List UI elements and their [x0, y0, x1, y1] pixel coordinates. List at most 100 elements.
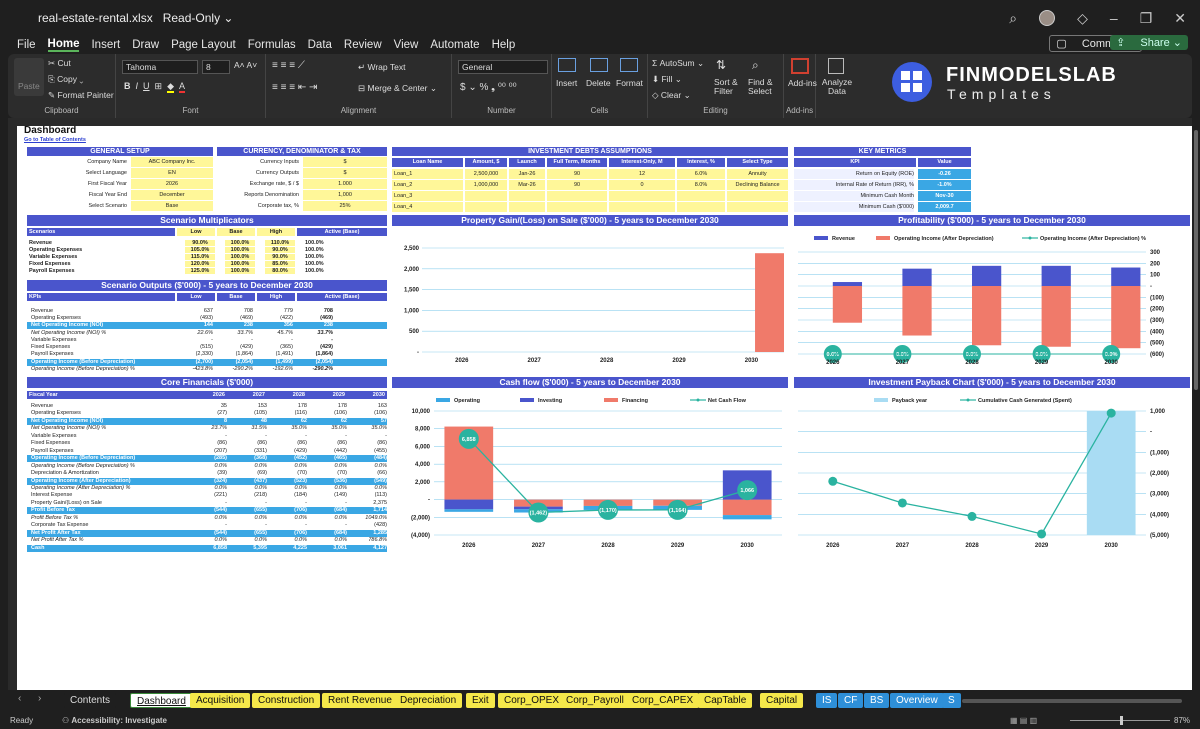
tab-corp-payroll[interactable]: Corp_Payroll	[560, 693, 630, 708]
zoom-thumb[interactable]	[1120, 716, 1123, 725]
menu-page-layout[interactable]: Page Layout	[171, 39, 236, 51]
debts-cell[interactable]: 90	[547, 169, 607, 179]
debts-cell[interactable]	[677, 191, 725, 201]
menu-review[interactable]: Review	[343, 39, 382, 51]
tab-corp-capex[interactable]: Corp_CAPEX	[626, 693, 700, 708]
debts-cell[interactable]	[509, 202, 545, 212]
tab-s[interactable]: S	[942, 693, 961, 708]
debts-cell[interactable]	[509, 191, 545, 201]
menu-insert[interactable]: Insert	[91, 39, 121, 51]
tab-exit[interactable]: Exit	[466, 693, 495, 708]
debts-cell[interactable]	[609, 202, 675, 212]
setup-value[interactable]: EN	[131, 168, 213, 178]
debts-cell[interactable]	[727, 191, 788, 201]
tab-overview[interactable]: Overview	[890, 693, 944, 708]
debts-cell[interactable]: Declining Balance	[727, 180, 788, 190]
paste-button[interactable]: Paste	[18, 81, 40, 91]
currency-value[interactable]: $	[303, 168, 387, 178]
tab-prev-icon[interactable]: ‹	[18, 693, 22, 704]
addins-icon[interactable]	[791, 58, 809, 74]
analyze-data-button[interactable]: Analyze Data	[821, 77, 853, 96]
insert-button[interactable]: Insert	[556, 78, 578, 88]
align-icons[interactable]: ≡ ≡ ≡ ⟋	[272, 60, 305, 71]
toc-link[interactable]: Go to Table of Contents	[24, 137, 86, 143]
number-format-icons[interactable]: $ ⌄ % ❟ ⁰⁰ ⁰⁰	[460, 82, 517, 93]
menu-view[interactable]: View	[393, 39, 419, 51]
menu-file[interactable]: File	[17, 39, 36, 51]
avatar[interactable]	[1039, 10, 1056, 26]
setup-value[interactable]: December	[131, 190, 213, 200]
debts-cell[interactable]	[677, 202, 725, 212]
clear-button[interactable]: ◇ Clear ⌄	[652, 90, 691, 100]
tab-contents[interactable]: Contents	[64, 693, 117, 708]
tab-next-icon[interactable]: ›	[38, 693, 42, 704]
analyze-icon[interactable]	[828, 58, 844, 74]
debts-cell[interactable]	[547, 191, 607, 201]
currency-value[interactable]: 1.000	[303, 179, 387, 189]
merge-center-button[interactable]: ⊟ Merge & Center ⌄	[358, 83, 437, 93]
tab-rent-revenue[interactable]: Rent Revenue	[322, 693, 398, 708]
format-icon[interactable]	[620, 58, 638, 72]
debts-cell[interactable]: 90	[547, 180, 607, 190]
insert-icon[interactable]	[558, 58, 576, 72]
tab-corp-opex[interactable]: Corp_OPEX	[498, 693, 566, 708]
tab-acquisition[interactable]: Acquisition	[190, 693, 251, 708]
setup-value[interactable]: Base	[131, 201, 213, 211]
find-select-button[interactable]: Find & Select	[748, 77, 773, 96]
delete-button[interactable]: Delete	[586, 78, 611, 88]
debts-cell[interactable]	[609, 191, 675, 201]
cut-button[interactable]: ✂ Cut	[48, 58, 71, 68]
debts-cell[interactable]: 0	[609, 180, 675, 190]
copy-button[interactable]: ⎘ Copy ⌄	[48, 74, 84, 84]
sort-icon[interactable]: ⇅	[716, 58, 727, 72]
font-grow-icon[interactable]: A˄ A˅	[234, 60, 258, 70]
read-only-label[interactable]: Read-Only ⌄	[162, 11, 234, 25]
worksheet[interactable]: Dashboard Go to Table of Contents GENERA…	[17, 126, 1192, 690]
tab-cf[interactable]: CF	[838, 693, 864, 708]
setup-value[interactable]: ABC Company Inc.	[131, 157, 213, 167]
tab-is[interactable]: IS	[816, 693, 838, 708]
currency-value[interactable]: $	[303, 157, 387, 167]
debts-cell[interactable]	[465, 202, 507, 212]
debts-cell[interactable]: 12	[609, 169, 675, 179]
horizontal-scrollbar[interactable]	[962, 699, 1182, 703]
autosum-button[interactable]: Σ AutoSum ⌄	[652, 58, 705, 68]
format-button[interactable]: Format	[616, 78, 643, 88]
debts-cell[interactable]: 1,000,000	[465, 180, 507, 190]
delete-icon[interactable]	[590, 58, 608, 72]
tab-bs[interactable]: BS	[864, 693, 890, 708]
accessibility-status[interactable]: ⚇ Accessibility: Investigate	[62, 716, 167, 725]
share-button[interactable]: ⇪ Share ⌄	[1110, 35, 1188, 50]
menu-data[interactable]: Data	[307, 39, 332, 51]
debts-cell[interactable]	[547, 202, 607, 212]
debts-cell[interactable]: 8.0%	[677, 180, 725, 190]
font-name-select[interactable]: Tahoma	[122, 60, 198, 74]
tab-construction[interactable]: Construction	[252, 693, 321, 708]
debts-cell[interactable]: Jan-26	[509, 169, 545, 179]
vertical-scrollbar[interactable]	[1192, 118, 1200, 690]
minimize-icon[interactable]: –	[1109, 10, 1118, 26]
sort-filter-button[interactable]: Sort & Filter	[714, 77, 738, 96]
menu-draw[interactable]: Draw	[132, 39, 160, 51]
format-buttons[interactable]: B I U ⊞ ◆ A	[124, 81, 186, 93]
addins-button[interactable]: Add-ins	[788, 78, 817, 88]
tab-capital[interactable]: Capital	[760, 693, 804, 708]
debts-cell[interactable]	[727, 202, 788, 212]
menu-help[interactable]: Help	[491, 39, 516, 51]
find-icon[interactable]: ⌕	[752, 58, 759, 72]
debts-cell[interactable]: Annuity	[727, 169, 788, 179]
menu-home[interactable]: Home	[47, 38, 80, 52]
search-icon[interactable]: ⌕	[1009, 9, 1018, 26]
view-mode-icons[interactable]: ▦ ▤ ▥	[1010, 716, 1038, 725]
debts-cell[interactable]: Mar-26	[509, 180, 545, 190]
font-size-select[interactable]: 8	[202, 60, 230, 74]
tab-depreciation[interactable]: Depreciation	[394, 693, 463, 708]
menu-automate[interactable]: Automate	[430, 39, 480, 51]
wrap-text-button[interactable]: ↵ Wrap Text	[358, 62, 406, 72]
format-painter-button[interactable]: ✎ Format Painter	[48, 90, 114, 100]
tab-dashboard[interactable]: Dashboard	[130, 693, 193, 708]
halign-icons[interactable]: ≡ ≡ ≡ ⇤ ⇥	[272, 82, 318, 93]
fill-button[interactable]: ⬇ Fill ⌄	[652, 74, 682, 84]
debts-cell[interactable]: 6.0%	[677, 169, 725, 179]
tab-captable[interactable]: CapTable	[698, 693, 753, 708]
